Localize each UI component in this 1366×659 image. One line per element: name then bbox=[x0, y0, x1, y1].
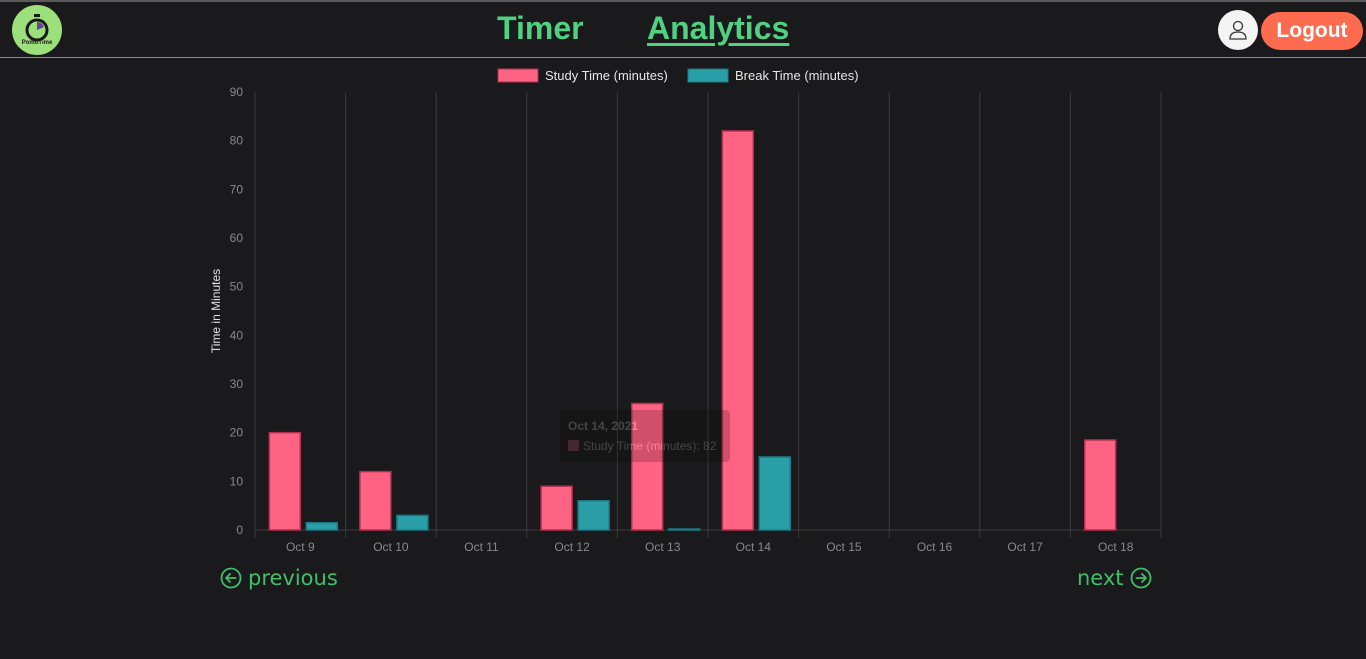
previous-label: previous bbox=[248, 566, 338, 590]
y-tick-label: 70 bbox=[230, 182, 244, 196]
break-time-bar bbox=[577, 500, 610, 531]
x-tick-label: Oct 12 bbox=[554, 540, 590, 554]
logout-button[interactable]: Logout bbox=[1261, 12, 1363, 50]
next-label: next bbox=[1077, 566, 1124, 590]
tooltip-background bbox=[560, 410, 730, 462]
next-week-button[interactable]: next bbox=[1077, 566, 1152, 590]
y-tick-label: 0 bbox=[236, 523, 243, 537]
x-tick-label: Oct 9 bbox=[286, 540, 315, 554]
legend-swatch-study bbox=[497, 68, 539, 83]
stopwatch-icon bbox=[25, 14, 49, 42]
arrow-left-circle-icon bbox=[220, 567, 242, 589]
tooltip-title: Oct 14, 2021 bbox=[568, 419, 638, 433]
y-tick-label: 80 bbox=[230, 134, 244, 148]
break-time-bar bbox=[305, 521, 339, 531]
x-tick-label: Oct 18 bbox=[1098, 540, 1134, 554]
study-time-bar bbox=[268, 431, 302, 531]
analytics-bar-chart: 0 10 20 30 40 50 60 70 80 90 Time in Minutes Oct 9 O… bbox=[209, 68, 1162, 554]
y-tick-label: 60 bbox=[230, 231, 244, 245]
x-tick-label: Oct 15 bbox=[826, 540, 862, 554]
study-time-bar bbox=[721, 130, 755, 531]
tooltip-swatch bbox=[568, 440, 579, 451]
app-logo[interactable]: PomoTime bbox=[12, 5, 62, 55]
legend-label-break: Break Time (minutes) bbox=[735, 68, 859, 83]
study-time-bar bbox=[540, 485, 573, 531]
y-tick-label: 90 bbox=[230, 85, 244, 99]
y-tick-label: 50 bbox=[230, 280, 244, 294]
x-tick-label: Oct 13 bbox=[645, 540, 681, 554]
tooltip-text: Study Time (minutes): 82 bbox=[583, 439, 717, 453]
x-tick-label: Oct 10 bbox=[373, 540, 409, 554]
nav-timer-link[interactable]: Timer bbox=[497, 10, 584, 46]
break-time-bar bbox=[396, 514, 429, 531]
logo-text: PomoTime bbox=[21, 40, 53, 46]
break-time-bar bbox=[758, 456, 792, 531]
user-icon bbox=[1229, 20, 1247, 40]
nav-analytics-link[interactable]: Analytics bbox=[647, 10, 790, 46]
arrow-right-circle-icon bbox=[1130, 567, 1151, 589]
top-border bbox=[0, 0, 1366, 2]
y-axis-label: Time in Minutes bbox=[209, 269, 223, 353]
y-tick-label: 20 bbox=[230, 426, 244, 440]
y-tick-label: 40 bbox=[230, 328, 244, 342]
user-avatar-button[interactable] bbox=[1218, 10, 1258, 50]
study-time-bar bbox=[630, 402, 664, 531]
x-tick-label: Oct 11 bbox=[464, 540, 499, 554]
x-tick-label: Oct 14 bbox=[736, 540, 772, 554]
y-tick-label: 30 bbox=[230, 377, 244, 391]
study-time-bar bbox=[1083, 439, 1117, 531]
previous-week-button[interactable]: previous bbox=[220, 566, 338, 590]
y-tick-label: 10 bbox=[230, 474, 244, 488]
chart-tooltip: Oct 14, 2021 Study Time (minutes): 82 bbox=[560, 410, 730, 462]
legend-swatch-break bbox=[687, 68, 729, 83]
app-header: PomoTime Timer Analytics Logout bbox=[0, 2, 1366, 58]
x-tick-label: Oct 16 bbox=[917, 540, 953, 554]
x-tick-label: Oct 17 bbox=[1007, 540, 1043, 554]
study-time-bar bbox=[359, 470, 392, 531]
legend-label-study: Study Time (minutes) bbox=[545, 68, 668, 83]
break-time-bar bbox=[667, 528, 701, 531]
